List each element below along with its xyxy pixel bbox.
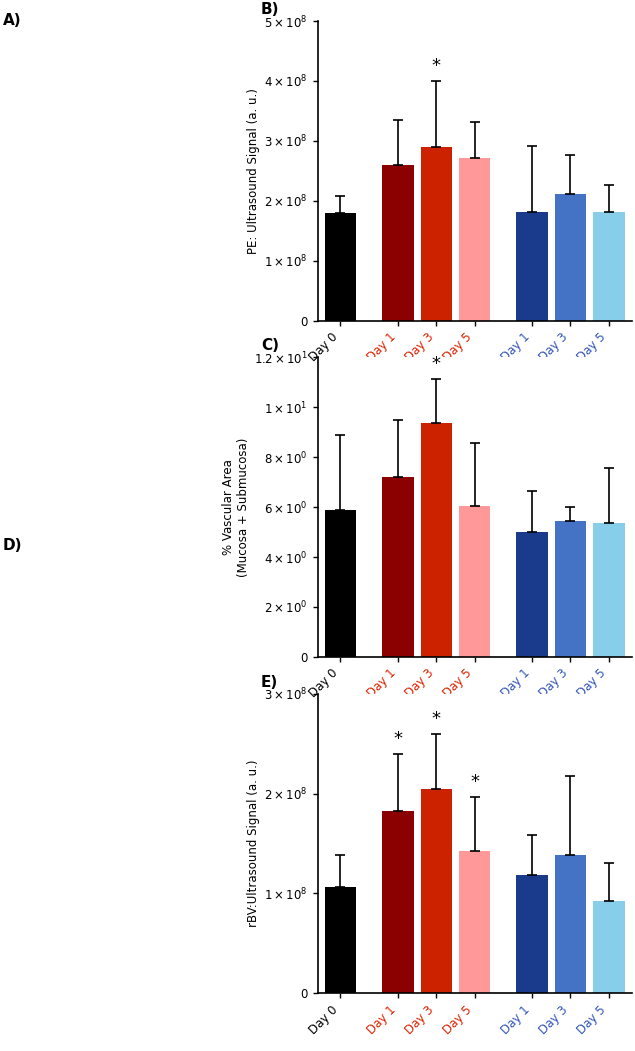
Text: *: * — [394, 729, 403, 747]
Bar — [516, 211, 548, 321]
Bar — [555, 856, 586, 993]
Bar — [420, 788, 452, 993]
Text: *: * — [432, 709, 441, 727]
Text: *: * — [432, 354, 441, 372]
Bar — [555, 193, 586, 321]
Bar — [593, 211, 625, 321]
Y-axis label: rBV:Ultrasound Signal (a. u.): rBV:Ultrasound Signal (a. u.) — [247, 760, 260, 927]
Bar — [516, 875, 548, 993]
Bar — [324, 212, 356, 321]
Text: EtOH: EtOH — [552, 411, 588, 424]
Text: EtOH: EtOH — [552, 746, 588, 760]
Text: TNBS: TNBS — [418, 746, 455, 760]
Bar — [593, 902, 625, 993]
Text: A): A) — [3, 13, 22, 27]
Bar — [593, 523, 625, 657]
Bar — [382, 811, 414, 993]
Bar — [420, 424, 452, 657]
Text: D): D) — [3, 538, 23, 553]
Bar — [324, 510, 356, 657]
Bar — [382, 477, 414, 657]
Text: *: * — [432, 57, 441, 75]
Text: *: * — [470, 772, 479, 790]
Text: B): B) — [261, 2, 279, 17]
Bar — [555, 521, 586, 657]
Text: C): C) — [261, 338, 279, 353]
Bar — [459, 506, 490, 657]
Bar — [459, 158, 490, 321]
Bar — [516, 532, 548, 657]
Text: TNBS: TNBS — [418, 411, 455, 424]
Bar — [459, 851, 490, 993]
Text: E): E) — [261, 675, 278, 689]
Bar — [382, 165, 414, 321]
Y-axis label: % Vascular Area
(Mucosa + Submucosa): % Vascular Area (Mucosa + Submucosa) — [222, 437, 250, 577]
Bar — [324, 887, 356, 993]
Bar — [420, 147, 452, 321]
Y-axis label: PE: Ultrasound Signal (a. u.): PE: Ultrasound Signal (a. u.) — [247, 88, 260, 253]
